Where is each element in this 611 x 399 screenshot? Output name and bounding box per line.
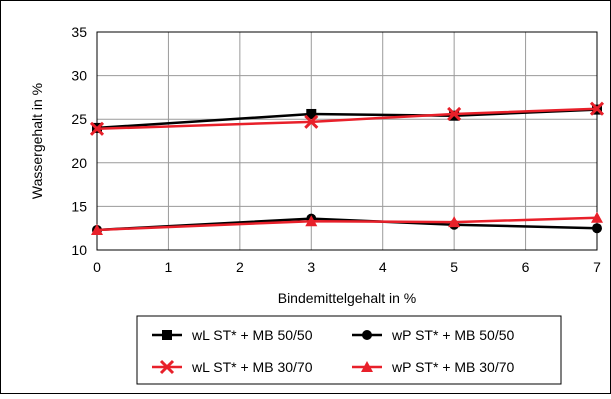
legend-label: wL ST* + MB 50/50 [191, 327, 313, 343]
series-line [96, 107, 598, 131]
y-tick-label: 30 [71, 68, 87, 84]
data-point [305, 215, 318, 227]
data-point [306, 108, 317, 119]
x-axis-label: Bindemittelgehalt in % [278, 290, 417, 306]
x-tick-label: 5 [450, 259, 458, 275]
legend-marker [162, 330, 172, 340]
data-point [592, 223, 602, 234]
data-point [89, 121, 105, 136]
series-3 [91, 211, 603, 235]
y-tick-label: 10 [71, 242, 87, 258]
plot-area [96, 31, 598, 251]
legend [136, 315, 562, 385]
legend-entry: wL ST* + MB 30/70 [152, 359, 313, 375]
legend-label: wP ST* + MB 50/50 [391, 327, 515, 343]
data-point [91, 223, 103, 235]
x-axis-ticks: 0 1 2 3 4 5 6 7 [93, 259, 601, 275]
x-tick-label: 3 [307, 259, 315, 275]
legend-marker [159, 359, 175, 375]
series [89, 101, 605, 235]
legend-entry: wP ST* + MB 50/50 [352, 327, 515, 343]
legend-marker [361, 361, 373, 372]
legend-marker [362, 330, 372, 340]
y-axis-ticks: 10 15 20 25 30 35 [71, 24, 87, 258]
x-tick-label: 4 [379, 259, 387, 275]
series-2 [89, 101, 605, 136]
data-point [591, 211, 603, 223]
x-tick-label: 6 [522, 259, 530, 275]
series-line [96, 108, 598, 130]
legend-label: wP ST* + MB 30/70 [391, 359, 515, 375]
legend-entry: wL ST* + MB 50/50 [152, 327, 313, 343]
y-tick-label: 15 [71, 198, 87, 214]
series-line [96, 216, 598, 232]
x-tick-label: 7 [593, 259, 601, 275]
data-point [447, 106, 462, 122]
legend-entry: wP ST* + MB 30/70 [352, 359, 515, 375]
data-point [589, 101, 605, 116]
y-axis-label: Wassergehalt in % [29, 83, 45, 199]
legend-entries: wL ST* + MB 50/50 wP ST* + MB 50/50 wL ST*… [152, 327, 515, 375]
x-tick-label: 1 [165, 259, 173, 275]
x-tick-label: 2 [236, 259, 244, 275]
y-tick-label: 20 [71, 155, 87, 171]
y-tick-label: 25 [71, 111, 87, 127]
x-tick-label: 0 [93, 259, 101, 275]
legend-label: wL ST* + MB 30/70 [191, 359, 313, 375]
y-tick-label: 35 [71, 24, 87, 40]
data-point [304, 114, 319, 129]
data-point [448, 216, 461, 228]
